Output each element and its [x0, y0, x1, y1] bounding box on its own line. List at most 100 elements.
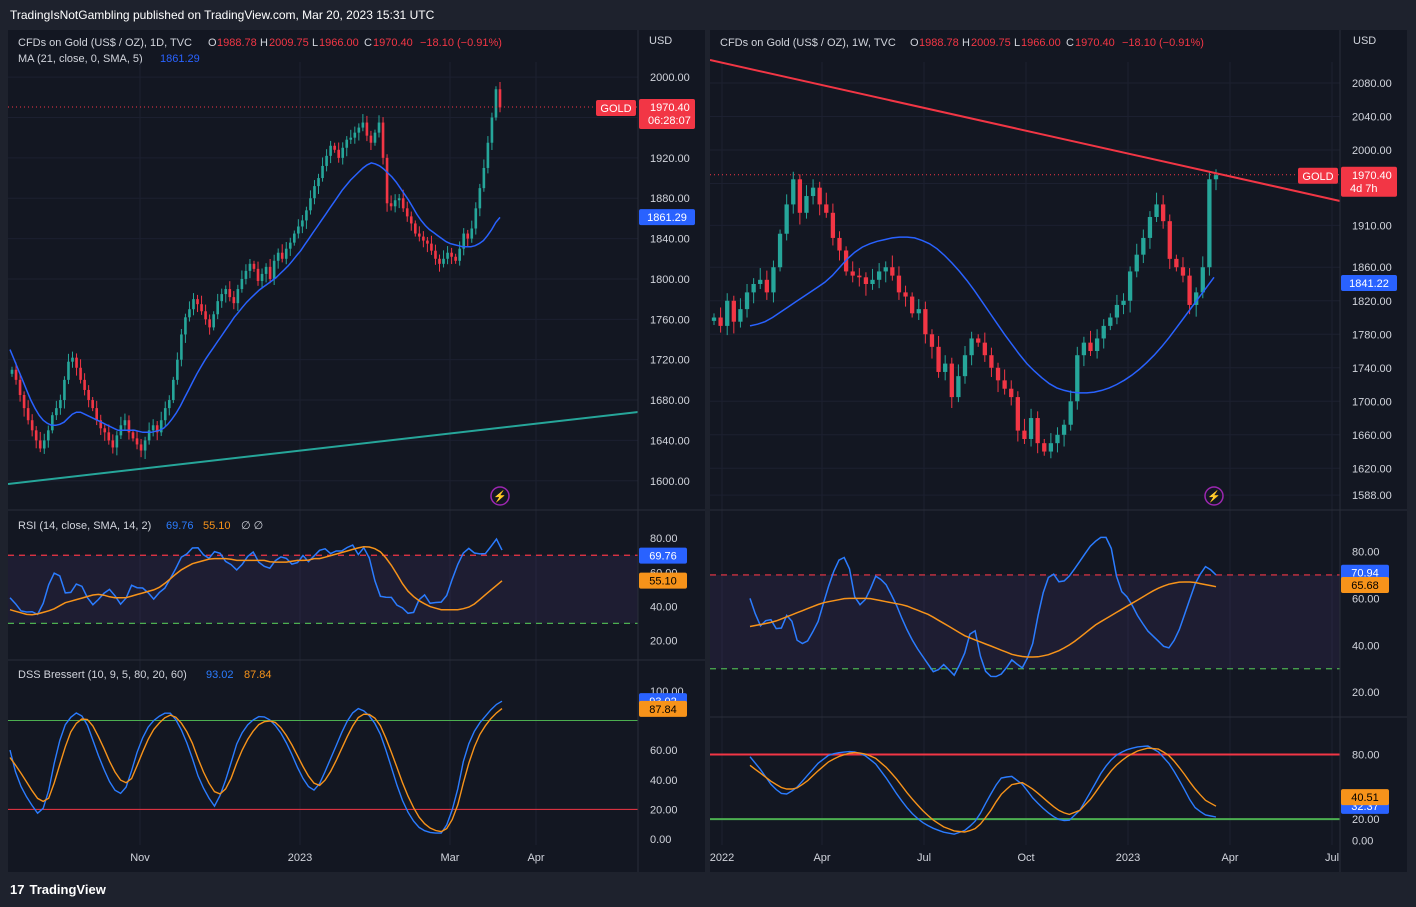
right-rsi-tick-0: 80.00	[1352, 546, 1380, 558]
right-candle	[976, 338, 981, 343]
left-o-label: O	[208, 37, 217, 49]
left-dss-signal-badge: 87.84	[639, 700, 687, 717]
right-candle	[1081, 342, 1087, 356]
left-price-label-badge-text: GOLD	[600, 103, 631, 115]
left-candle	[135, 438, 139, 445]
right-rsi-ma-badge: 65.68	[1341, 577, 1389, 594]
left-chart-panel[interactable]: CFDs on Gold (US$ / OZ), 1D, TVC O 1988.…	[7, 30, 705, 872]
left-chart-svg[interactable]: CFDs on Gold (US$ / OZ), 1D, TVC O 1988.…	[7, 30, 705, 872]
left-candle	[75, 357, 78, 368]
left-currency: USD	[649, 35, 672, 47]
right-ma-badge: 1841.22	[1341, 274, 1397, 291]
right-candle	[1061, 424, 1067, 435]
left-rsi-pane[interactable]: RSI (14, close, SMA, 14, 2) 69.76 55.10 …	[8, 520, 687, 647]
right-candle	[1055, 434, 1060, 444]
footer-bar: 17 TradingView	[0, 872, 1416, 907]
left-rsi-legend-value: 69.76	[166, 520, 194, 532]
left-candle	[95, 408, 99, 421]
left-h-value: 2009.75	[269, 37, 309, 49]
right-candle	[784, 204, 789, 234]
left-lightning-ring	[490, 486, 510, 506]
left-candle	[321, 165, 324, 179]
right-candle	[830, 212, 836, 238]
left-dss-tick-3: 20.00	[650, 804, 678, 816]
right-lightning-icon[interactable]: ⚡	[1204, 486, 1224, 506]
right-c-value: 1970.40	[1075, 37, 1115, 49]
left-candle	[107, 432, 111, 441]
right-price-tick-10: 1660.00	[1352, 430, 1392, 442]
right-dss-line	[749, 745, 1217, 835]
left-candle	[244, 270, 248, 279]
left-candle	[123, 420, 127, 426]
right-chart-svg[interactable]: CFDs on Gold (US$ / OZ), 1W, TVC O 1988.…	[710, 30, 1407, 872]
right-rsi-tick-2: 40.00	[1352, 640, 1380, 652]
left-candle	[228, 289, 232, 298]
right-candle	[929, 334, 935, 347]
right-candle	[1015, 397, 1020, 431]
right-candle	[824, 204, 829, 213]
right-candle	[718, 317, 723, 326]
left-candle	[147, 430, 151, 441]
left-price-tick-3: 1880.00	[650, 193, 690, 205]
right-candle	[995, 367, 1001, 381]
left-dss-pane[interactable]: DSS Bressert (10, 9, 5, 80, 20, 60) 93.0…	[8, 669, 687, 846]
right-candle	[797, 179, 803, 213]
left-candle	[63, 379, 66, 401]
right-candle	[1121, 300, 1126, 305]
left-lightning-glyph: ⚡	[493, 490, 507, 503]
right-dss-signal-badge: 40.51	[1341, 789, 1389, 806]
right-candle	[764, 279, 769, 293]
right-chart-panel[interactable]: CFDs on Gold (US$ / OZ), 1W, TVC O 1988.…	[710, 30, 1407, 872]
right-candle	[1161, 204, 1166, 222]
left-ma-legend-value: 1861.29	[160, 53, 200, 65]
right-candle	[890, 267, 895, 276]
right-price-tick-9: 1700.00	[1352, 396, 1392, 408]
right-candle	[1035, 418, 1040, 444]
right-candle	[751, 284, 756, 293]
left-candle	[252, 263, 256, 269]
right-rsi-ma-badge-text: 65.68	[1351, 580, 1379, 592]
left-rsi-badge: 69.76	[639, 547, 687, 564]
left-candle	[212, 314, 215, 328]
left-candle	[288, 242, 292, 249]
left-candle	[10, 369, 14, 374]
right-last-price-bg	[1341, 166, 1397, 197]
left-candle	[159, 420, 163, 433]
left-price-label-badge-bg	[596, 100, 636, 117]
right-candle	[896, 275, 902, 293]
right-dss-signal-badge-text: 40.51	[1351, 792, 1379, 804]
right-rsi-ma-line	[749, 581, 1217, 658]
right-price-pane[interactable]: CFDs on Gold (US$ / OZ), 1W, TVC O 1988.…	[720, 35, 1376, 49]
left-candle	[349, 137, 353, 140]
right-candle	[738, 309, 743, 322]
left-lightning-icon[interactable]: ⚡	[490, 486, 510, 506]
left-candle	[163, 408, 167, 421]
left-candle	[325, 155, 328, 166]
left-candle	[184, 317, 187, 335]
right-candle	[982, 342, 987, 356]
right-o-label: O	[910, 37, 919, 49]
left-price-pane[interactable]: CFDs on Gold (US$ / OZ), 1D, TVC O 1988.…	[18, 35, 672, 65]
left-candle	[413, 223, 417, 234]
right-candle	[923, 309, 928, 335]
left-price-tick-5: 1800.00	[650, 274, 690, 286]
right-candle	[1187, 275, 1192, 305]
right-trendline	[709, 59, 1341, 202]
left-dss-signal-line	[9, 708, 503, 833]
tradingview-logo[interactable]: 17 TradingView	[10, 882, 106, 897]
left-dss-legend: DSS Bressert (10, 9, 5, 80, 20, 60)	[18, 669, 187, 681]
left-candle	[91, 400, 94, 409]
left-candle	[474, 208, 478, 229]
left-ma-line	[9, 162, 501, 434]
left-candle	[46, 430, 50, 441]
right-rsi-badge: 70.94	[1341, 564, 1389, 581]
right-candle	[771, 267, 776, 293]
left-candle	[26, 408, 30, 421]
left-countdown-text: 06:28:07	[648, 115, 691, 127]
right-candle	[1101, 325, 1106, 339]
left-candle	[276, 252, 280, 261]
left-candle	[305, 210, 308, 221]
